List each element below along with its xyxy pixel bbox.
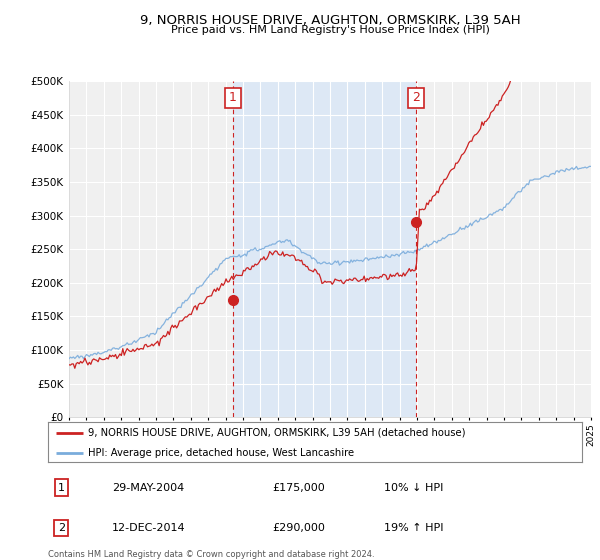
Text: Contains HM Land Registry data © Crown copyright and database right 2024.
This d: Contains HM Land Registry data © Crown c…	[48, 550, 374, 560]
Text: 19% ↑ HPI: 19% ↑ HPI	[385, 523, 444, 533]
Text: 29-MAY-2004: 29-MAY-2004	[112, 483, 184, 493]
Text: £175,000: £175,000	[272, 483, 325, 493]
Text: Price paid vs. HM Land Registry's House Price Index (HPI): Price paid vs. HM Land Registry's House …	[170, 25, 490, 35]
Bar	[233, 81, 416, 417]
Text: 2: 2	[58, 523, 65, 533]
Text: 12-DEC-2014: 12-DEC-2014	[112, 523, 186, 533]
Text: 1: 1	[58, 483, 65, 493]
Text: HPI: Average price, detached house, West Lancashire: HPI: Average price, detached house, West…	[88, 448, 354, 458]
Text: 2: 2	[412, 91, 420, 104]
Text: £290,000: £290,000	[272, 523, 325, 533]
Text: 1: 1	[229, 91, 237, 104]
Text: 10% ↓ HPI: 10% ↓ HPI	[385, 483, 444, 493]
Text: 9, NORRIS HOUSE DRIVE, AUGHTON, ORMSKIRK, L39 5AH: 9, NORRIS HOUSE DRIVE, AUGHTON, ORMSKIRK…	[140, 14, 520, 27]
Text: 9, NORRIS HOUSE DRIVE, AUGHTON, ORMSKIRK, L39 5AH (detached house): 9, NORRIS HOUSE DRIVE, AUGHTON, ORMSKIRK…	[88, 428, 466, 438]
